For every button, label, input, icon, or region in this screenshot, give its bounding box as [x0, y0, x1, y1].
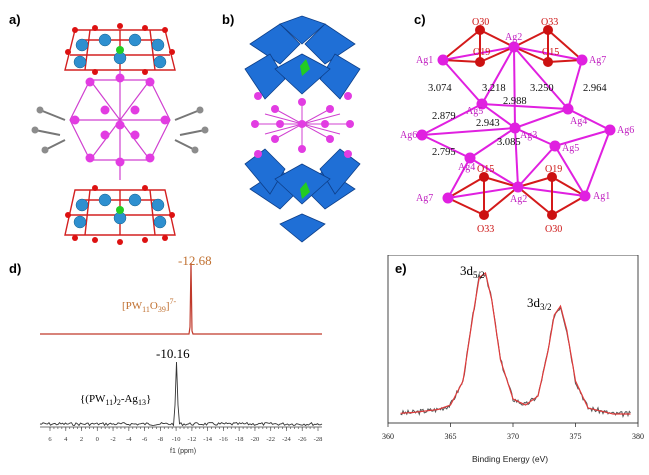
atom-o30-top [475, 25, 485, 35]
label-ag5-left: Ag5 [466, 106, 483, 117]
nmr-tick-label: -8 [158, 436, 163, 443]
distance-2879: 2.879 [432, 111, 456, 122]
atom-o15-bot [479, 172, 489, 182]
panel-label-c: c) [414, 12, 426, 27]
atom-ag3 [509, 122, 521, 134]
nmr-trace-top [40, 262, 322, 335]
xps-tick-label: 375 [570, 432, 582, 441]
label-ag2-bot: Ag2 [510, 194, 527, 205]
atom-o19-bot [547, 172, 557, 182]
nmr-tick-label: -22 [266, 436, 275, 443]
xps-fit-trace [400, 271, 631, 415]
nmr-tick-label: 4 [64, 436, 68, 443]
label-ag6-left: Ag6 [400, 130, 417, 141]
nmr-tick-label: 0 [96, 436, 99, 443]
distance-2988: 2.988 [503, 96, 527, 107]
atom-o15-top [543, 57, 553, 67]
label-o19-bot: O19 [545, 164, 562, 175]
nmr-tick-label: -4 [126, 436, 132, 443]
distance-2964: 2.964 [583, 83, 607, 94]
nmr-tick-label: -18 [235, 436, 244, 443]
distance-3074: 3.074 [428, 83, 452, 94]
atom-ag1-left [437, 54, 449, 66]
distance-3218: 3.218 [482, 83, 506, 94]
nmr-peak-top-value: -12.68 [178, 255, 212, 268]
ag-connectivity-diagram: O30 O33 O19 O15 O15 O19 O33 O30 Ag2 Ag1 … [400, 17, 634, 235]
distance-2795: 2.795 [432, 147, 456, 158]
distance-2943: 2.943 [476, 118, 500, 129]
atom-o33-bot [479, 210, 489, 220]
atom-ag7-right [576, 54, 588, 66]
xps-data-trace [400, 273, 631, 419]
nmr-peak-bottom-value: -10.16 [156, 346, 190, 361]
label-o19-top: O19 [473, 47, 490, 58]
atom-ag6-right [604, 124, 616, 136]
panel-label-b: b) [222, 12, 235, 27]
xps-tick-label: 370 [507, 432, 519, 441]
atom-ag7-left [442, 192, 454, 204]
distance-3250: 3.250 [530, 83, 554, 94]
nmr-tick-label: -6 [142, 436, 148, 443]
nmr-axis-title: f1 (ppm) [170, 448, 196, 455]
panel-label-d: d) [9, 261, 22, 276]
nmr-tick-label: -2 [110, 436, 115, 443]
nmr-label-bottom: {(PW11)2-Ag13} [80, 393, 151, 407]
atom-ag1-right [579, 190, 591, 202]
atom-ag6-left [416, 129, 428, 141]
label-ag3: Ag3 [520, 130, 537, 141]
nmr-trace-bottom [39, 361, 323, 427]
nmr-tick-label: -26 [298, 436, 307, 443]
label-ag7-right: Ag7 [589, 55, 606, 66]
label-o30-top: O30 [472, 17, 489, 28]
nmr-tick-label: -10 [172, 436, 181, 443]
label-ag7-left: Ag7 [416, 193, 433, 204]
polyhedral-structure [244, 15, 361, 243]
atom-ag4-left [464, 152, 476, 164]
nmr-tick-label: -28 [314, 436, 323, 443]
distance-3085: 3.085 [497, 137, 521, 148]
nmr-tick-label: -20 [251, 436, 260, 443]
nmr-tick-label: -16 [219, 436, 228, 443]
label-o15-top: O15 [542, 47, 559, 58]
atom-o33-top [543, 25, 553, 35]
label-ag1-right: Ag1 [593, 191, 610, 202]
label-ag4-left: Ag4 [458, 162, 475, 173]
xps-xlabel: Binding Energy (eV) [472, 454, 548, 464]
nmr-tick-label: -14 [203, 436, 212, 443]
nmr-spectra: 6 4 2 0 -2 -4 -6 -8 -10 -12 -14 -16 -18 -20 -22 -24 -26-… [39, 255, 323, 455]
xps-spectrum: 360 365 370 375 380 Binding Energy (eV) 3d5/… [382, 255, 644, 464]
atom-ag2-top [508, 41, 520, 53]
label-ag5-right: Ag5 [562, 143, 579, 154]
label-o30-bot: O30 [545, 224, 562, 235]
atom-o30-bot [547, 210, 557, 220]
label-ag4-right: Ag4 [570, 116, 587, 127]
label-o33-top: O33 [541, 17, 558, 28]
label-ag2-top: Ag2 [505, 32, 522, 43]
label-o33-bot: O33 [477, 224, 494, 235]
label-o15-bot: O15 [477, 164, 494, 175]
xps-peak2-label: 3d3/2 [527, 295, 552, 312]
nmr-label-top: [PW11O39]7- [122, 297, 177, 314]
xps-tick-label: 365 [445, 432, 457, 441]
xps-tick-label: 380 [632, 432, 644, 441]
nmr-tick-label: 2 [80, 436, 83, 443]
label-ag6-right: Ag6 [617, 125, 634, 136]
atom-ag5-right [549, 140, 561, 152]
atom-ag4-right [562, 103, 574, 115]
atom-ag2-bot [512, 181, 524, 193]
nmr-tick-label: 6 [48, 436, 52, 443]
label-ag1-left: Ag1 [416, 55, 433, 66]
ball-and-stick-structure [31, 23, 209, 245]
panel-label-a: a) [9, 12, 21, 27]
xps-peak1-label: 3d5/2 [460, 263, 485, 280]
nmr-tick-label: -12 [188, 436, 197, 443]
xps-tick-label: 360 [382, 432, 394, 441]
panel-label-e: e) [395, 261, 407, 276]
nmr-tick-label: -24 [282, 436, 291, 443]
atom-o19-top [475, 57, 485, 67]
atom-ag5-left [476, 98, 488, 110]
